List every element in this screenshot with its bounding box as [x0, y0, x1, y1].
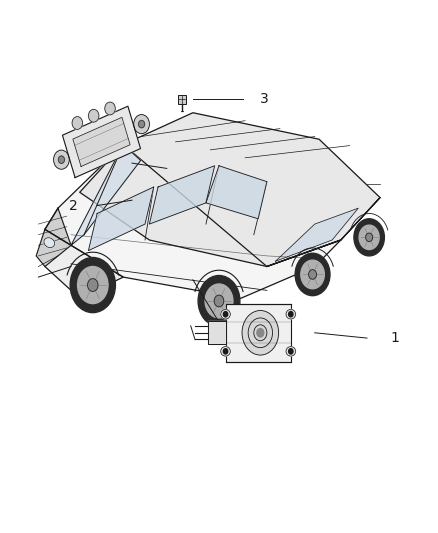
- Circle shape: [295, 253, 330, 296]
- Polygon shape: [45, 229, 123, 298]
- Ellipse shape: [286, 310, 296, 319]
- Polygon shape: [63, 106, 141, 177]
- Circle shape: [366, 233, 373, 241]
- Ellipse shape: [44, 238, 55, 247]
- Circle shape: [198, 276, 240, 326]
- Circle shape: [248, 318, 272, 348]
- Text: 2: 2: [69, 198, 78, 213]
- Circle shape: [257, 328, 264, 337]
- Polygon shape: [267, 198, 380, 266]
- FancyBboxPatch shape: [178, 95, 186, 104]
- Circle shape: [105, 102, 115, 115]
- Circle shape: [289, 349, 293, 354]
- Polygon shape: [80, 113, 380, 266]
- Circle shape: [53, 150, 69, 169]
- Circle shape: [223, 312, 228, 317]
- Polygon shape: [45, 144, 341, 298]
- Circle shape: [354, 219, 385, 256]
- Polygon shape: [36, 208, 71, 266]
- Polygon shape: [88, 187, 154, 251]
- Circle shape: [134, 115, 149, 134]
- Circle shape: [58, 156, 64, 164]
- Circle shape: [309, 270, 317, 279]
- Circle shape: [289, 312, 293, 317]
- Circle shape: [359, 225, 379, 249]
- Text: 1: 1: [391, 331, 400, 345]
- Polygon shape: [276, 208, 358, 261]
- Polygon shape: [71, 144, 141, 245]
- Polygon shape: [206, 166, 267, 219]
- FancyBboxPatch shape: [226, 304, 291, 362]
- Circle shape: [242, 311, 279, 355]
- Circle shape: [88, 109, 99, 122]
- Circle shape: [72, 117, 82, 130]
- Circle shape: [70, 257, 116, 313]
- Ellipse shape: [221, 346, 230, 356]
- Circle shape: [214, 295, 224, 307]
- Circle shape: [301, 260, 324, 289]
- Circle shape: [88, 279, 98, 292]
- Ellipse shape: [286, 346, 296, 356]
- Circle shape: [138, 120, 145, 128]
- Polygon shape: [73, 117, 130, 166]
- Ellipse shape: [221, 310, 230, 319]
- Text: 3: 3: [260, 93, 269, 107]
- Circle shape: [205, 284, 233, 318]
- Polygon shape: [149, 166, 215, 224]
- Circle shape: [254, 325, 267, 341]
- Circle shape: [78, 266, 108, 304]
- Circle shape: [223, 349, 228, 354]
- Polygon shape: [208, 321, 226, 344]
